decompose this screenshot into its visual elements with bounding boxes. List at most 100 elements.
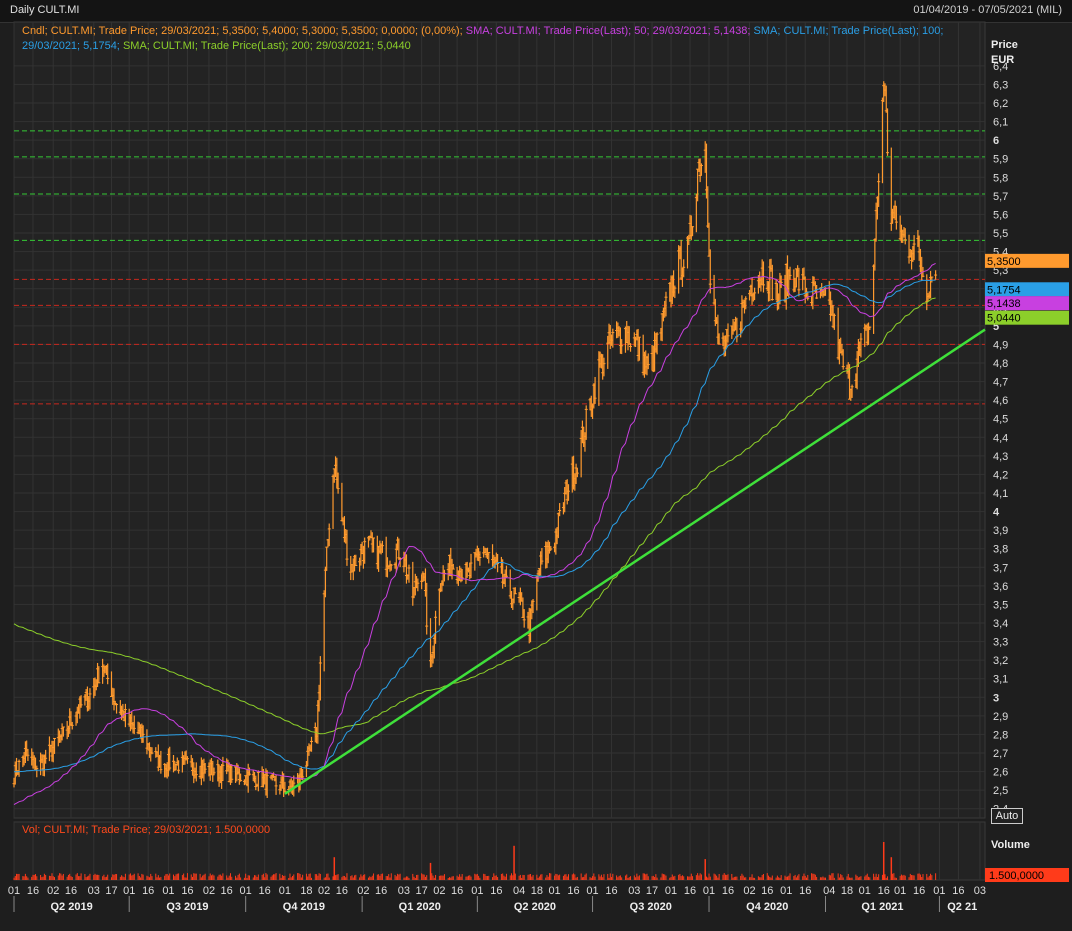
y-tick-label: 4,9 — [993, 339, 1008, 351]
volume-series — [13, 842, 937, 880]
y-tick-label: 3,3 — [993, 637, 1008, 649]
x-tick-label: 17 — [646, 885, 658, 897]
x-tick-label: 18 — [841, 885, 853, 897]
trendline — [284, 328, 986, 795]
volume-tag-label: 1.500,0000 — [989, 870, 1044, 882]
price-tag-bg — [985, 310, 1069, 325]
x-tick-label: 16 — [375, 885, 387, 897]
price-tag-label: 5,3500 — [987, 256, 1021, 268]
x-tick-label: 01 — [859, 885, 871, 897]
volume-tag-bg — [985, 868, 1069, 882]
x-tick-label: 01 — [240, 885, 252, 897]
x-tick-label: 04 — [513, 885, 525, 897]
x-tick-label: 16 — [221, 885, 233, 897]
price-legend: Cndl; CULT.MI; Trade Price; 29/03/2021; … — [22, 24, 972, 54]
price-tag-bg — [985, 253, 1069, 268]
x-tick-label: 18 — [300, 885, 312, 897]
price-tag-label: 5,0440 — [987, 313, 1021, 325]
y-tick-label: 5,6 — [993, 209, 1008, 221]
volume-legend: Vol; CULT.MI; Trade Price; 29/03/2021; 1… — [22, 824, 271, 836]
y-tick-label: 2,6 — [993, 767, 1008, 779]
legend-sma200: SMA; CULT.MI; Trade Price(Last); 200; 29… — [122, 40, 411, 52]
x-tick-label: 01 — [471, 885, 483, 897]
y-tick-label: 5,4 — [993, 247, 1008, 259]
legend-candle: Cndl; CULT.MI; Trade Price; 29/03/2021; … — [22, 25, 463, 37]
x-tick-label: 16 — [259, 885, 271, 897]
x-tick-label: 17 — [416, 885, 428, 897]
x-tick-label: 16 — [722, 885, 734, 897]
y-tick-label: 3,8 — [993, 544, 1008, 556]
y-tick-label: 6,2 — [993, 98, 1008, 110]
auto-scale-button[interactable]: Auto — [991, 808, 1023, 824]
y-tick-label: 6 — [993, 135, 999, 147]
y-tick-label: 2,7 — [993, 748, 1008, 760]
y-tick-label: 3,9 — [993, 525, 1008, 537]
x-tick-label: 01 — [162, 885, 174, 897]
x-tick-label: 02 — [318, 885, 330, 897]
x-tick-label: 17 — [105, 885, 117, 897]
y-tick-label: 5,3 — [993, 265, 1008, 277]
quarter-label: Q2 21 — [947, 901, 977, 913]
y-tick-label: 3,2 — [993, 655, 1008, 667]
quarter-label: Q1 2020 — [399, 901, 441, 913]
x-tick-label: 16 — [913, 885, 925, 897]
x-tick-label: 16 — [142, 885, 154, 897]
x-tick-label: 16 — [799, 885, 811, 897]
y-tick-label: 3,7 — [993, 562, 1008, 574]
x-tick-label: 16 — [27, 885, 39, 897]
y-tick-label: 3,6 — [993, 581, 1008, 593]
x-tick-label: 16 — [65, 885, 77, 897]
price-tag-label: 5,1754 — [987, 284, 1021, 296]
quarter-label: Q4 2019 — [283, 901, 325, 913]
x-tick-label: 01 — [8, 885, 20, 897]
y-tick-label: 3,1 — [993, 674, 1008, 686]
quarter-label: Q2 2019 — [51, 901, 93, 913]
x-tick-label: 16 — [952, 885, 964, 897]
x-tick-label: 01 — [548, 885, 560, 897]
x-tick-label: 16 — [684, 885, 696, 897]
x-tick-label: 02 — [433, 885, 445, 897]
x-tick-label: 03 — [628, 885, 640, 897]
price-tag-label: 5,1438 — [987, 298, 1021, 310]
x-tick-label: 03 — [974, 885, 986, 897]
candle-series — [12, 81, 938, 798]
x-tick-label: 01 — [780, 885, 792, 897]
y-tick-label: 2,5 — [993, 785, 1008, 797]
y-tick-label: 5,9 — [993, 154, 1008, 166]
y-tick-label: 5,7 — [993, 191, 1008, 203]
price-tag-bg — [985, 296, 1069, 311]
x-tick-label: 01 — [123, 885, 135, 897]
x-tick-label: 16 — [336, 885, 348, 897]
volume-panel — [13, 821, 986, 881]
y-tick-label: 4 — [993, 507, 1000, 519]
price-axis-title: Price — [991, 39, 1018, 51]
y-tick-label: 5,8 — [993, 172, 1008, 184]
price-axis-unit: EUR — [991, 54, 1015, 66]
price-tag-bg — [985, 282, 1069, 297]
y-tick-label: 6,4 — [993, 61, 1008, 73]
y-tick-label: 4,3 — [993, 451, 1008, 463]
x-tick-label: 02 — [743, 885, 755, 897]
legend-sma100: SMA; CULT.MI; Trade Price(Last); 100; — [753, 25, 944, 37]
legend-sma50: SMA; CULT.MI; Trade Price(Last); 50; 29/… — [465, 25, 751, 37]
y-tick-label: 2,8 — [993, 729, 1008, 741]
x-tick-label: 16 — [567, 885, 579, 897]
quarter-label: Q1 2021 — [861, 901, 903, 913]
x-tick-label: 03 — [398, 885, 410, 897]
quarter-label: Q4 2020 — [746, 901, 788, 913]
x-tick-label: 16 — [878, 885, 890, 897]
y-tick-label: 2,9 — [993, 711, 1008, 723]
chart-title: Daily CULT.MI — [10, 4, 80, 16]
y-tick-label: 4,2 — [993, 469, 1008, 481]
quarter-label: Q3 2019 — [166, 901, 208, 913]
quarter-label: Q3 2020 — [630, 901, 672, 913]
volume-axis-title: Volume — [991, 839, 1030, 851]
date-range: 01/04/2019 - 07/05/2021 (MIL) — [913, 4, 1062, 16]
quarter-label: Q2 2020 — [514, 901, 556, 913]
y-tick-label: 4,6 — [993, 395, 1008, 407]
x-tick-label: 01 — [894, 885, 906, 897]
x-tick-label: 03 — [88, 885, 100, 897]
x-tick-label: 02 — [357, 885, 369, 897]
